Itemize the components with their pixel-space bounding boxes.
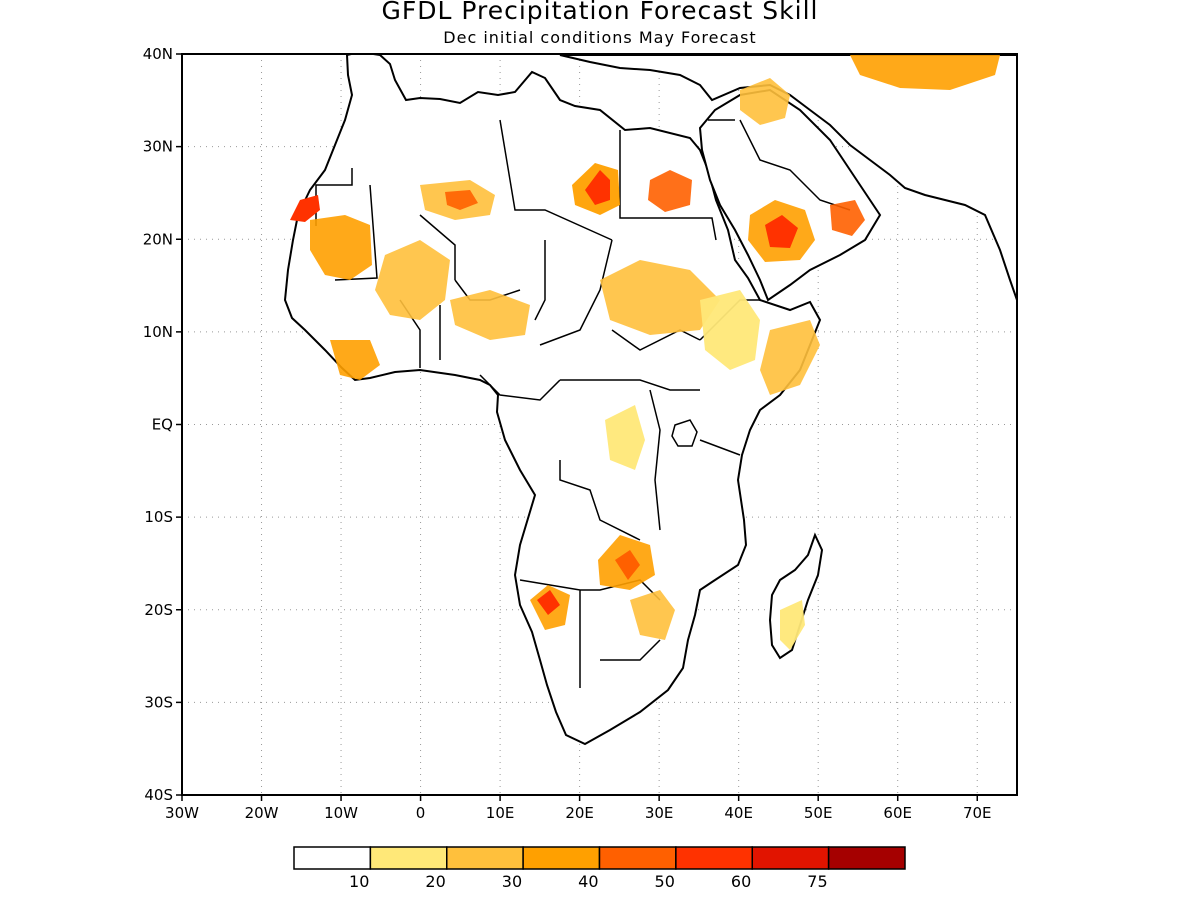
colorbar-swatch: [598, 846, 677, 870]
longitude-labels: 30W 20W 10W 0 10E 20E 30E 40E 50E 60E 70E: [165, 795, 992, 822]
lon-label: 20E: [565, 804, 594, 822]
lon-label: 30W: [165, 804, 199, 822]
lat-label: 30S: [144, 693, 173, 711]
lon-label: 40E: [724, 804, 753, 822]
latitude-labels: 40N 30N 20N 10N EQ 10S 20S 30S 40S: [143, 45, 182, 804]
skill-region-somalia: [760, 320, 820, 395]
lat-label: 10S: [144, 508, 173, 526]
skill-region-madagascar: [780, 600, 805, 650]
lat-label: 10N: [143, 323, 173, 341]
lon-label: 60E: [883, 804, 912, 822]
lat-label: 30N: [143, 138, 173, 156]
skill-region-egypt: [648, 170, 692, 212]
colorbar-swatch: [751, 846, 830, 870]
map-subtitle: Dec initial conditions May Forecast: [443, 28, 757, 47]
lat-label: 40N: [143, 45, 173, 63]
lon-label: 70E: [963, 804, 992, 822]
skill-region-sudan: [600, 260, 720, 335]
colorbar-label: 10: [349, 872, 369, 891]
lat-label: 20N: [143, 230, 173, 248]
colorbar-swatch: [827, 846, 906, 870]
skill-region-libya-core: [585, 170, 610, 205]
lat-label: EQ: [152, 416, 173, 434]
lon-label: 20W: [245, 804, 279, 822]
skill-region-sahara-west-core: [445, 190, 478, 210]
skill-region-iran: [850, 55, 1000, 90]
colorbar-label: 60: [731, 872, 751, 891]
lon-label: 50E: [804, 804, 833, 822]
lat-label: 40S: [144, 786, 173, 804]
skill-shading: [290, 55, 1000, 650]
colorbar-label: 75: [807, 872, 827, 891]
skill-region-iraq: [740, 78, 790, 125]
skill-region-namibia-core: [537, 590, 560, 615]
africa-land: [283, 54, 1017, 746]
skill-region-western-sahara: [290, 195, 320, 222]
skill-region-west-coast: [330, 340, 380, 380]
map-title: GFDL Precipitation Forecast Skill: [381, 0, 819, 25]
colorbar-label: 20: [425, 872, 445, 891]
skill-region-sahel: [450, 290, 530, 340]
colorbar-label: 50: [655, 872, 675, 891]
lon-label: 10E: [486, 804, 515, 822]
colorbar-swatch: [675, 846, 753, 870]
colorbar-label: 30: [502, 872, 522, 891]
skill-region-mali: [375, 240, 450, 320]
lon-label: 30E: [645, 804, 674, 822]
colorbar-label: 40: [578, 872, 598, 891]
colorbar-swatch: [522, 846, 601, 870]
skill-region-oman: [830, 200, 865, 236]
skill-region-mauritania: [310, 215, 372, 280]
skill-region-drc: [605, 405, 645, 470]
lake-victoria-outline: [671, 419, 698, 447]
skill-region-zambia-core: [615, 550, 640, 580]
colorbar: 10 20 30 40 50 60 75: [293, 846, 906, 891]
lat-label: 20S: [144, 601, 173, 619]
colorbar-swatch: [293, 846, 372, 870]
skill-region-botswana: [630, 590, 675, 640]
colorbar-swatch: [446, 846, 524, 870]
lon-label: 0: [416, 804, 426, 822]
lon-label: 10W: [324, 804, 358, 822]
colorbar-swatch: [369, 846, 448, 870]
skill-region-ethiopia: [700, 290, 760, 370]
skill-region-saudi-core: [765, 215, 798, 248]
